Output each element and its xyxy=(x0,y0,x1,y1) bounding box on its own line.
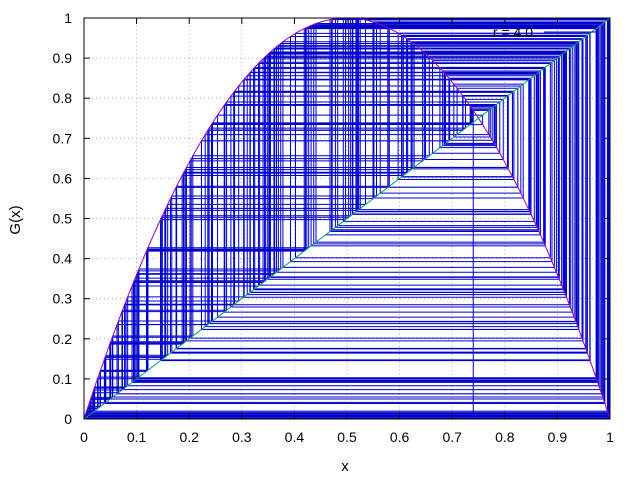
x-tick-label: 0.8 xyxy=(495,429,515,445)
y-tick-label: 1 xyxy=(64,10,72,26)
y-tick-label: 0 xyxy=(64,411,72,427)
x-tick-labels: 0 0.1 0.2 0.3 0.4 0.5 0.6 0.7 0.8 0.9 1 xyxy=(80,429,614,445)
y-tick-label: 0.9 xyxy=(53,50,73,66)
axis-ticks xyxy=(83,17,611,420)
x-tick-label: 0.2 xyxy=(179,429,199,445)
x-tick-label: 0.9 xyxy=(548,429,568,445)
x-tick-label: 0.1 xyxy=(127,429,147,445)
y-tick-label: 0.5 xyxy=(53,211,73,227)
x-tick-label: 0.5 xyxy=(337,429,357,445)
x-tick-label: 0.3 xyxy=(232,429,252,445)
x-tick-label: 1 xyxy=(606,429,614,445)
y-tick-label: 0.4 xyxy=(53,251,73,267)
y-axis-title: G(x) xyxy=(7,205,24,234)
y-tick-label: 0.1 xyxy=(53,371,73,387)
legend-label: r = 4.0 xyxy=(493,24,533,40)
x-tick-label: 0.6 xyxy=(390,429,410,445)
x-tick-label: 0.4 xyxy=(285,429,305,445)
y-tick-label: 0.3 xyxy=(53,291,73,307)
y-tick-labels: 0 0.1 0.2 0.3 0.4 0.5 0.6 0.7 0.8 0.9 1 xyxy=(53,10,73,427)
identity-line xyxy=(83,17,611,420)
x-tick-label: 0 xyxy=(80,429,88,445)
x-tick-label: 0.7 xyxy=(442,429,462,445)
y-tick-label: 0.8 xyxy=(53,90,73,106)
legend: r = 4.0 xyxy=(493,24,598,40)
x-axis-title: x xyxy=(341,458,349,475)
y-tick-label: 0.7 xyxy=(53,130,73,146)
y-tick-label: 0.6 xyxy=(53,170,73,186)
y-tick-label: 0.2 xyxy=(53,331,73,347)
